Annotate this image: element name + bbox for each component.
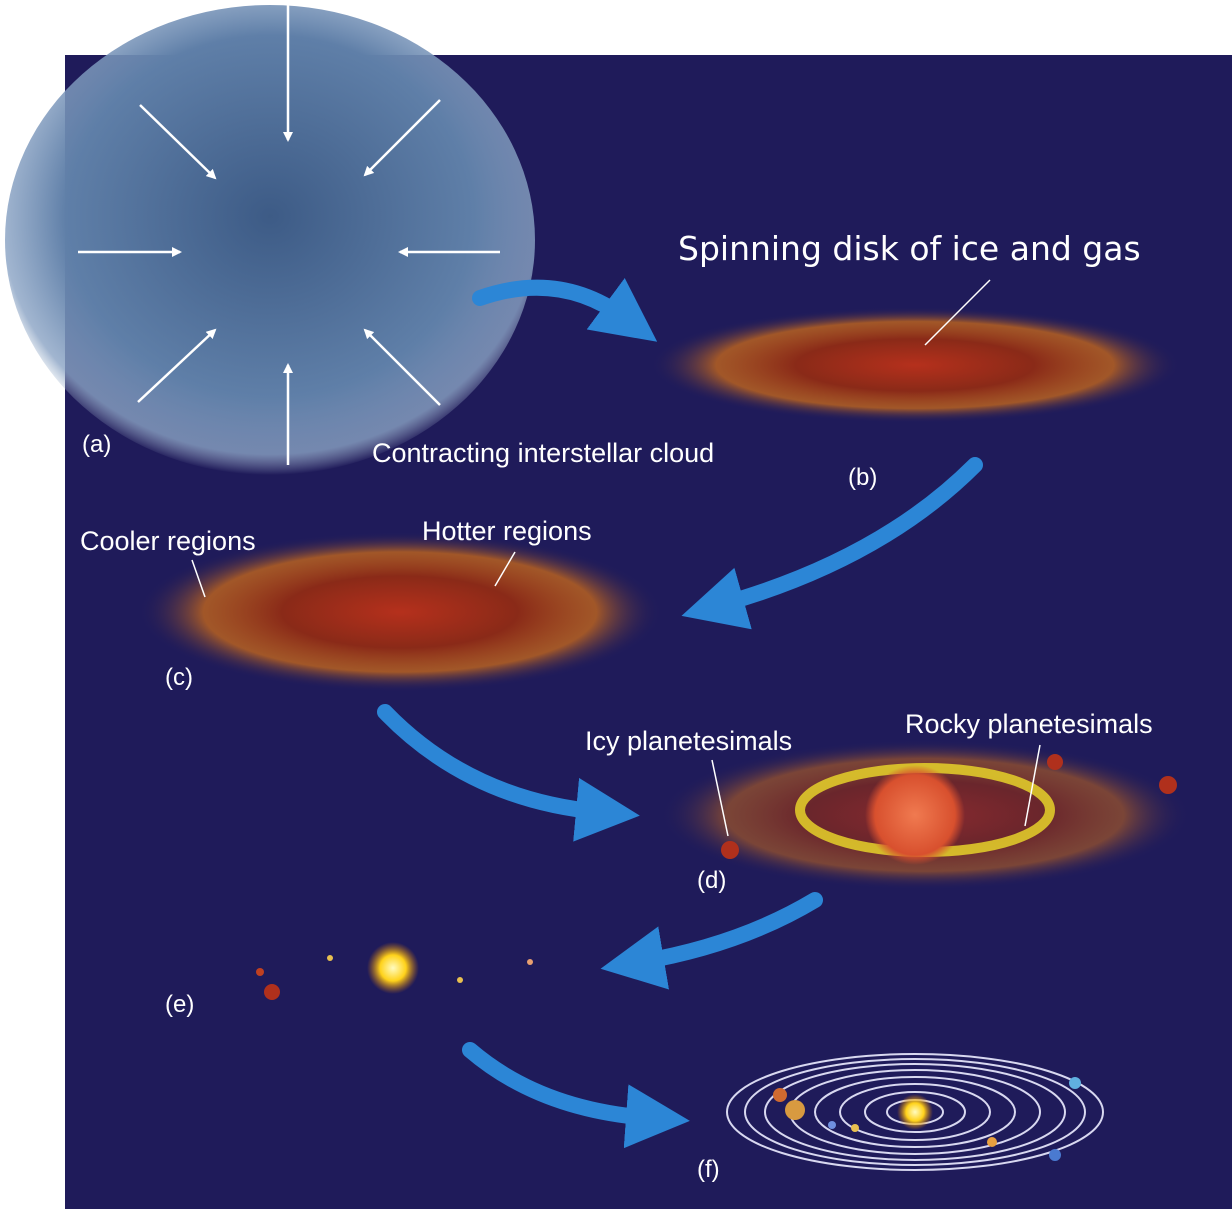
planetesimal: [721, 841, 739, 859]
leader-line: [711, 759, 729, 837]
leader-line: [191, 559, 206, 598]
annotation: Icy planetesimals: [585, 726, 792, 756]
caption: Spinning disk of ice and gas: [678, 229, 1141, 268]
contraction-arrows: [78, 0, 500, 465]
planet: [785, 1100, 805, 1120]
stage-label: (a): [82, 431, 111, 458]
annotation: Rocky planetesimals: [905, 709, 1153, 739]
stage-label: (f): [697, 1156, 720, 1183]
planet: [264, 984, 280, 1000]
planet: [828, 1121, 836, 1129]
planet: [457, 977, 463, 983]
disk-regions: [138, 532, 662, 692]
planet: [1069, 1077, 1081, 1089]
annotation: Hotter regions: [422, 516, 592, 546]
planet: [527, 959, 533, 965]
stage-label: (d): [697, 867, 726, 894]
young-sun: [367, 942, 419, 994]
leader-line: [1024, 744, 1041, 827]
spinning-disk: [650, 307, 1180, 423]
stage-label: (b): [848, 464, 877, 491]
stage-label: (e): [165, 991, 194, 1018]
leader-line: [924, 279, 991, 346]
flow-arrows: [377, 278, 983, 1149]
planet: [327, 955, 333, 961]
sun: [897, 1094, 933, 1130]
protosun: [865, 765, 965, 865]
annotation: Cooler regions: [80, 526, 256, 556]
orbits: [726, 1053, 1104, 1171]
planet: [851, 1124, 859, 1132]
planetesimal: [1159, 776, 1177, 794]
planet: [1049, 1149, 1061, 1161]
planet: [987, 1137, 997, 1147]
leader-line: [494, 551, 516, 587]
planet: [256, 968, 264, 976]
planet: [773, 1088, 787, 1102]
interstellar-cloud: [5, 5, 535, 475]
planetesimal: [1047, 754, 1063, 770]
caption: Contracting interstellar cloud: [372, 438, 714, 468]
stage-label: (c): [165, 664, 193, 691]
